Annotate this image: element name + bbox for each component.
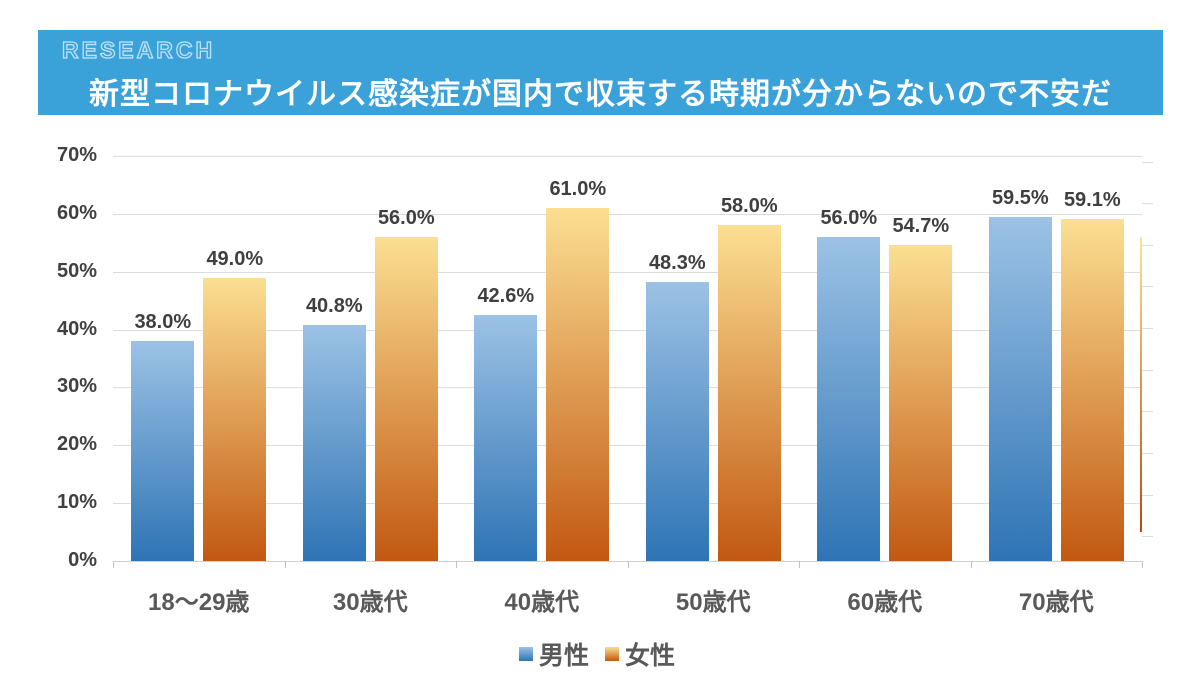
gridline <box>113 503 1142 504</box>
y-axis-tick-label: 10% <box>56 491 97 513</box>
x-axis-tick <box>627 561 629 568</box>
bar-female-0 <box>203 277 267 561</box>
bar-male-5 <box>988 216 1052 562</box>
value-label-male-0: 38.0% <box>134 311 192 334</box>
value-label-male-5: 59.5% <box>991 186 1049 209</box>
bar-male-0 <box>131 341 195 561</box>
bar-male-2 <box>474 314 538 561</box>
value-label-female-1: 56.0% <box>377 207 435 229</box>
right-axis-tick <box>1142 203 1153 205</box>
bar-female-5 <box>1060 219 1124 561</box>
category-label-4: 60歳代 <box>847 589 923 616</box>
chart-legend: 男性 女性 <box>518 636 675 672</box>
legend-item-male: 男性 <box>518 636 589 672</box>
gridline <box>113 445 1142 446</box>
x-axis-tick <box>113 561 114 568</box>
legend-swatch-male <box>518 647 533 661</box>
cropped-bar-artifact <box>1140 237 1142 532</box>
bar-female-3 <box>717 225 781 561</box>
value-label-male-3: 48.3% <box>648 251 706 274</box>
right-axis-tick <box>1142 536 1153 538</box>
bar-female-1 <box>374 237 438 561</box>
x-axis-tick <box>1142 561 1143 568</box>
value-label-female-2: 61.0% <box>549 178 607 201</box>
bar-male-4 <box>817 237 881 561</box>
gridline <box>113 387 1142 388</box>
bar-female-4 <box>889 244 953 561</box>
legend-label-male: 男性 <box>538 642 589 670</box>
legend-item-female: 女性 <box>605 636 675 672</box>
value-label-male-1: 40.8% <box>305 294 363 317</box>
x-axis-tick <box>284 561 286 568</box>
research-badge: RESEARCH <box>61 36 216 63</box>
right-axis-tick <box>1142 411 1153 413</box>
value-label-male-4: 56.0% <box>820 207 878 229</box>
x-axis-tick <box>456 561 457 568</box>
page-title: 新型コロナウイルス感染症が国内で収束する時期が分からないので不安だ <box>89 78 1112 111</box>
x-axis-tick <box>970 561 972 568</box>
value-label-female-3: 58.0% <box>720 195 778 218</box>
right-axis-tick <box>1142 161 1153 163</box>
gridline <box>113 214 1142 215</box>
value-label-female-5: 59.1% <box>1063 189 1121 212</box>
category-label-1: 30歳代 <box>332 589 408 616</box>
legend-swatch-female <box>605 647 619 661</box>
right-axis-tick <box>1142 494 1153 496</box>
category-label-2: 40歳代 <box>504 589 580 616</box>
right-axis-tick <box>1142 286 1153 288</box>
gridline <box>113 272 1142 273</box>
right-axis-tick <box>1142 369 1153 371</box>
bar-male-1 <box>302 324 366 561</box>
y-axis-tick-label: 0% <box>68 549 97 571</box>
y-axis-tick-label: 60% <box>56 202 97 224</box>
right-axis-tick <box>1142 453 1153 455</box>
value-label-female-0: 49.0% <box>206 247 264 270</box>
bar-female-2 <box>546 208 610 561</box>
y-axis-tick-label: 50% <box>56 260 97 282</box>
y-axis-tick-label: 70% <box>56 144 97 166</box>
gridline <box>113 156 1142 157</box>
y-axis-tick-label: 20% <box>56 433 97 455</box>
right-axis-tick <box>1142 328 1153 330</box>
value-label-male-2: 42.6% <box>477 284 535 307</box>
gridline <box>113 330 1142 331</box>
header-banner: RESEARCH 新型コロナウイルス感染症が国内で収束する時期が分からないので不… <box>38 30 1163 115</box>
y-axis-tick-label: 30% <box>56 375 97 397</box>
category-label-0: 18〜29歳 <box>148 589 250 616</box>
x-axis-tick <box>799 561 800 568</box>
value-label-female-4: 54.7% <box>892 214 950 237</box>
legend-label-female: 女性 <box>625 642 676 670</box>
bar-male-3 <box>645 281 709 561</box>
category-label-3: 50歳代 <box>675 589 751 616</box>
category-label-5: 70歳代 <box>1018 589 1094 616</box>
right-axis-tick <box>1142 244 1153 246</box>
y-axis-tick-label: 40% <box>56 318 97 340</box>
